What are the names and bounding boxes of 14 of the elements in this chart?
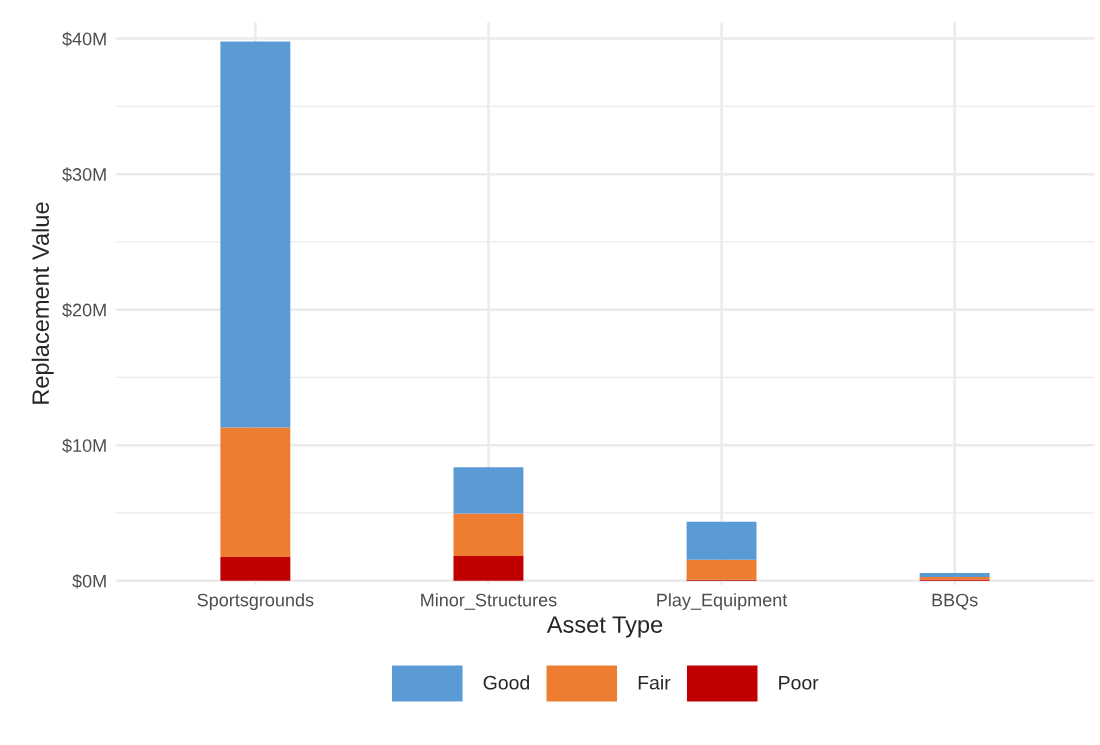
y-tick-label: $10M	[62, 438, 106, 454]
x-tick-label: Minor_Structures	[421, 593, 557, 610]
x-tick-label: BBQs	[932, 593, 978, 610]
y-axis-title: Replacement Value	[31, 202, 54, 404]
x-axis-title: Asset Type	[546, 616, 663, 638]
legend-label: Good	[483, 675, 530, 690]
legend-label: Fair	[638, 675, 671, 690]
y-tick-label: $40M	[62, 31, 106, 47]
x-tick-label: Sportsgrounds	[197, 593, 314, 610]
y-tick-label: $20M	[62, 302, 106, 318]
y-tick-label: $30M	[62, 167, 106, 182]
legend-label: Poor	[779, 676, 819, 690]
x-tick-label: Play_Equipment	[657, 593, 788, 610]
y-tick-label: $0M	[72, 573, 106, 589]
